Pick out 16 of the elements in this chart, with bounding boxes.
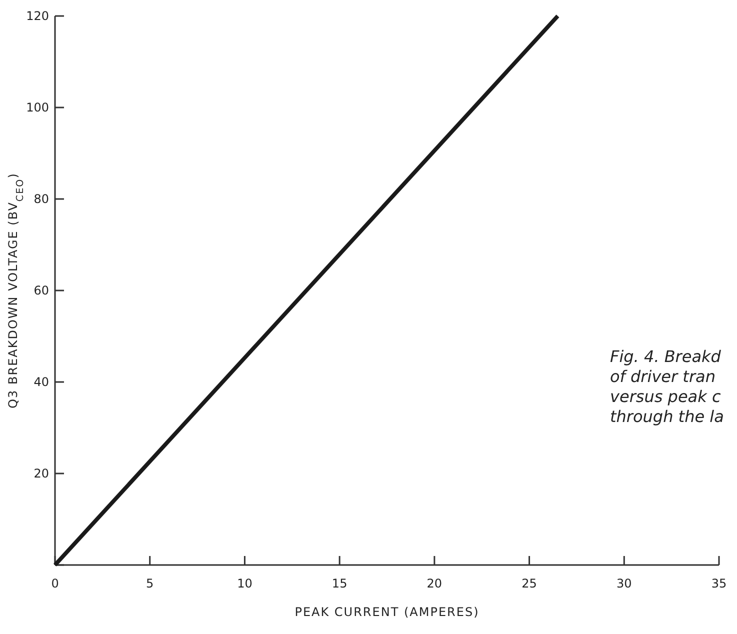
y-tick-label: 60 (34, 283, 49, 298)
y-tick-label: 80 (34, 192, 49, 206)
y-tick-label: 40 (34, 374, 49, 389)
y-tick-label: 20 (34, 466, 49, 480)
y-tick-label: 120 (26, 8, 49, 23)
x-tick-label: 5 (146, 576, 154, 591)
x-tick-label: 15 (332, 576, 348, 591)
annotation: Fig. 4. Breakd of driver tran versus peak c through the la (610, 347, 724, 426)
x-tick-label: 10 (237, 576, 252, 591)
x-tick-label: 20 (426, 576, 442, 591)
y-tick-label: 100 (26, 100, 49, 114)
x-axis-title: PEAK CURRENT (AMPERES) (294, 605, 480, 619)
x-tick-label: 30 (616, 576, 632, 591)
x-tick-label: 0 (51, 576, 59, 591)
x-tick-label: 25 (522, 576, 537, 591)
x-tick-label: 35 (711, 576, 727, 591)
